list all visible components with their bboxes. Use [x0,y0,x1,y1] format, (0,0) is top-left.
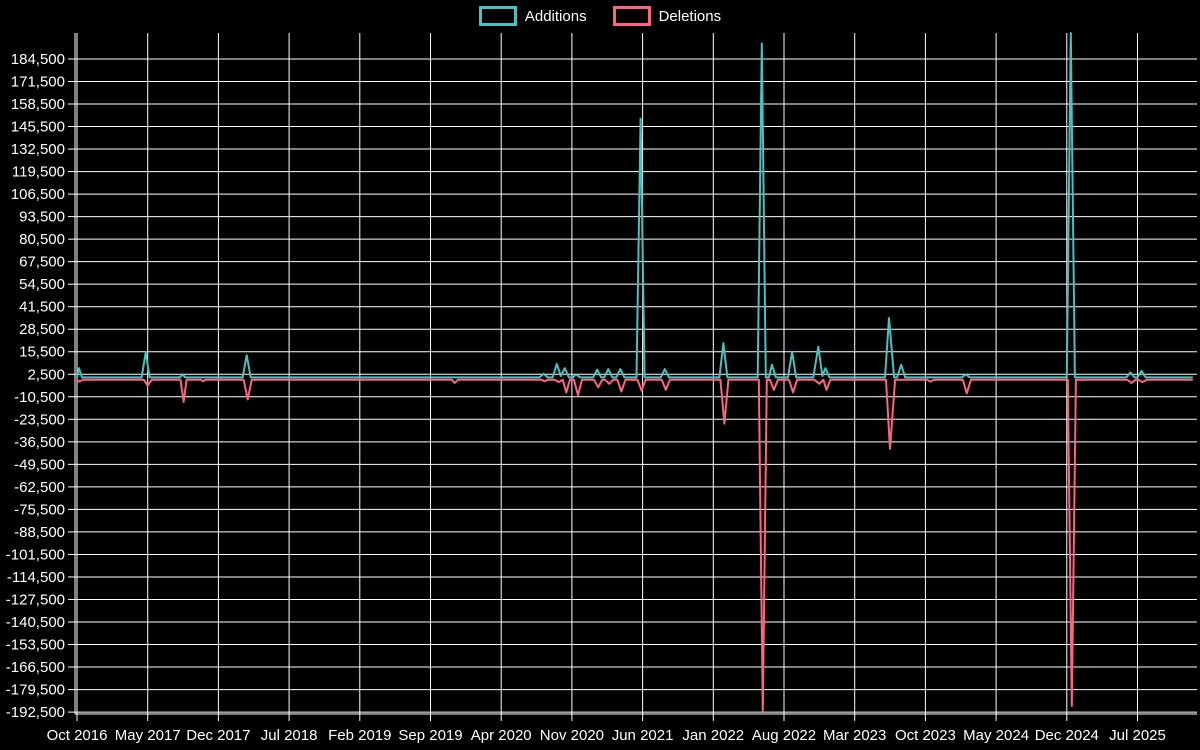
y-tick-label: 28,500 [19,321,65,338]
y-tick-label: 15,500 [19,344,65,361]
y-tick-label: -114,500 [7,569,65,586]
x-tick-label: Dec 2024 [1035,727,1099,744]
y-tick-label: -62,500 [14,479,65,496]
x-tick-label: May 2017 [115,727,181,744]
x-tick-label: Oct 2023 [895,727,956,744]
additions-legend-label: Additions [524,7,587,25]
y-tick-label: -23,500 [14,411,65,428]
y-tick-label: -179,500 [6,682,65,699]
y-tick-label: -75,500 [14,501,65,518]
y-tick-label: 132,500 [11,141,65,158]
y-tick-label: -101,500 [6,546,65,563]
y-tick-label: -153,500 [6,637,65,654]
x-tick-label: Oct 2016 [47,727,108,744]
y-tick-label: 93,500 [19,209,65,226]
x-tick-label: Jul 2025 [1109,727,1166,744]
y-tick-label: 54,500 [19,276,65,293]
y-tick-label: 106,500 [11,186,65,203]
x-tick-label: Jun 2021 [612,727,674,744]
x-tick-label: Apr 2020 [471,727,532,744]
y-tick-label: -88,500 [14,524,65,541]
x-tick-label: May 2024 [963,727,1029,744]
y-tick-label: 67,500 [19,254,65,271]
x-tick-label: Mar 2023 [823,727,886,744]
legend-item-deletions[interactable]: Deletions [612,6,722,26]
y-tick-label: -166,500 [6,659,65,676]
y-tick-label: -192,500 [6,704,65,721]
x-tick-label: Sep 2019 [398,727,462,744]
x-tick-label: Aug 2022 [752,727,816,744]
x-tick-label: Dec 2017 [186,727,250,744]
y-tick-label: 145,500 [11,119,65,136]
additions-line [76,32,1193,379]
x-tick-label: Jan 2022 [682,727,744,744]
x-tick-label: Nov 2020 [540,727,604,744]
additions-legend-swatch [478,6,517,26]
deletions-legend-label: Deletions [658,7,722,25]
x-tick-label: Jul 2018 [261,727,318,744]
y-tick-label: -36,500 [14,434,65,451]
y-tick-label: 41,500 [19,299,65,316]
y-tick-label: 171,500 [11,73,65,90]
y-tick-label: 80,500 [19,231,65,248]
y-tick-label: -49,500 [14,456,65,473]
chart-legend: Additions Deletions [0,6,1200,26]
y-tick-label: 184,500 [11,51,65,68]
x-tick-label: Feb 2019 [328,727,391,744]
y-tick-label: -127,500 [6,591,65,608]
y-tick-label: -140,500 [6,614,65,631]
deletions-legend-swatch [612,6,651,26]
legend-item-additions[interactable]: Additions [478,6,587,26]
y-tick-label: 119,500 [12,164,65,181]
y-tick-label: 158,500 [11,96,65,113]
deletions-line [76,378,1193,713]
y-tick-label: -10,500 [14,389,65,406]
y-tick-label: 2,500 [27,366,65,383]
